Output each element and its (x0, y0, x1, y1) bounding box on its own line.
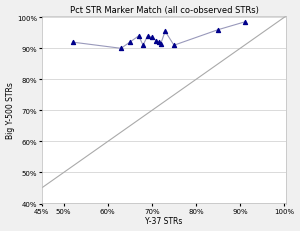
Point (141, 44, 146, 48)
Title: Pct STR Marker Match (all co-observed STRs): Pct STR Marker Match (all co-observed ST… (70, 6, 259, 15)
Point (128, 41, 132, 45)
Point (172, 44, 176, 48)
Point (158, 43, 163, 46)
Point (70, 41, 75, 45)
Point (118, 47, 123, 51)
X-axis label: Y-37 STRs: Y-37 STRs (146, 216, 183, 225)
Y-axis label: Big Y-500 STRs: Big Y-500 STRs (6, 82, 15, 138)
Point (136, 35, 141, 39)
Point (149, 36, 154, 40)
Point (216, 29, 220, 32)
Point (145, 35, 150, 39)
Point (163, 30, 168, 34)
Point (154, 40, 159, 43)
Point (156, 41, 161, 45)
Point (242, 21, 247, 25)
